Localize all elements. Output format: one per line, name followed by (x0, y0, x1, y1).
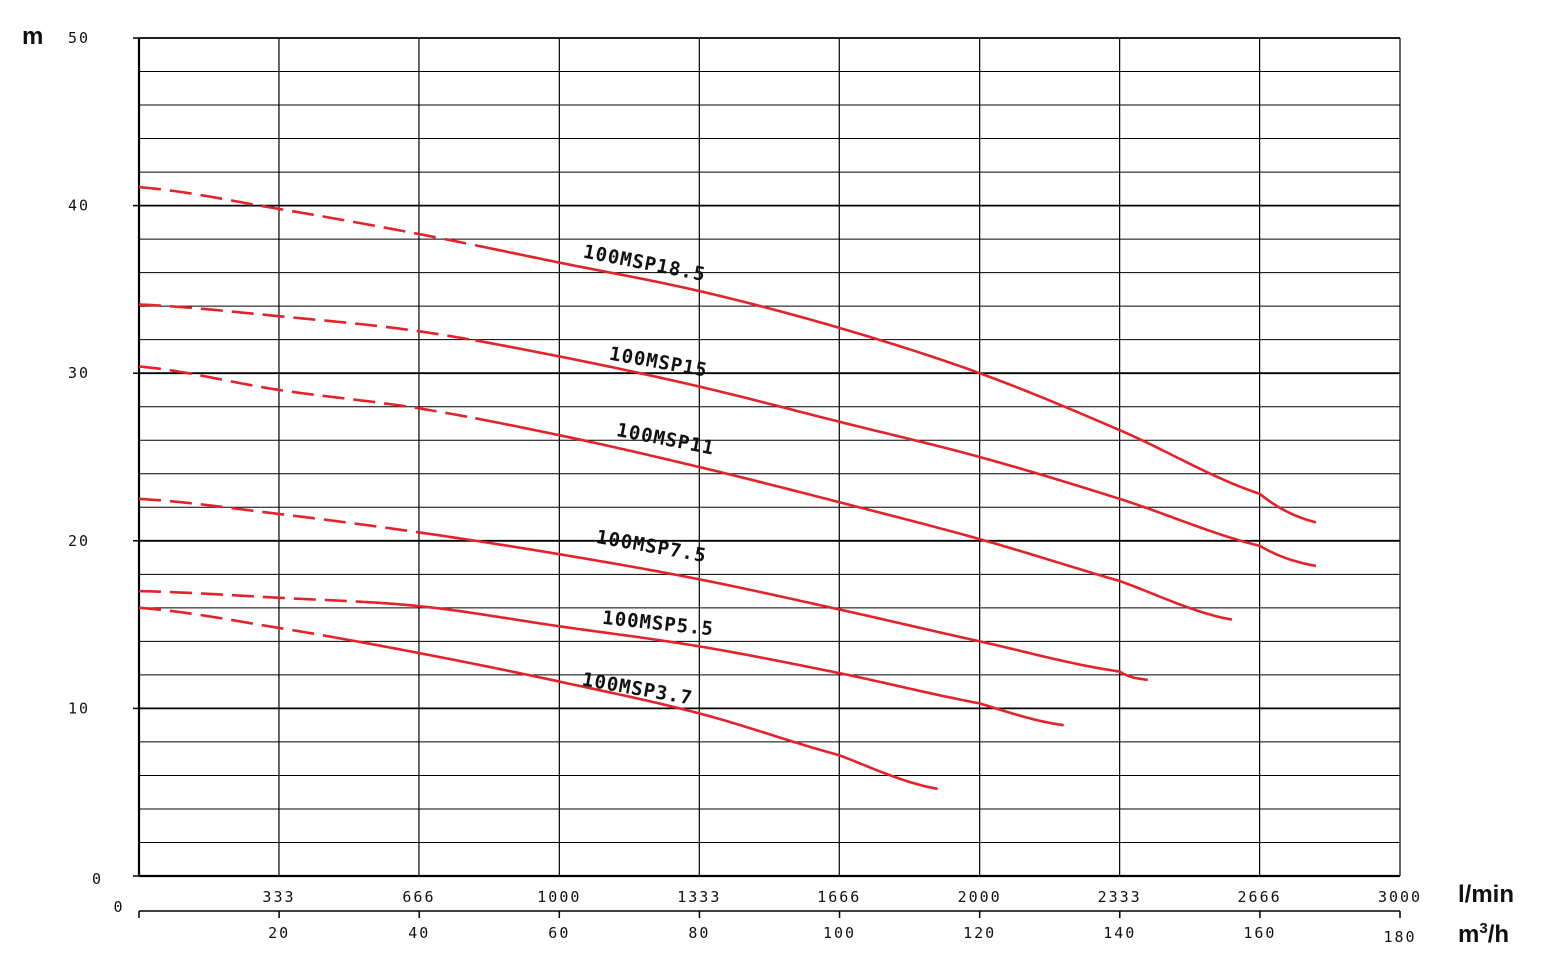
curve-label: 100MSP7.5 (594, 526, 708, 567)
x-tick-label-lmin: 1333 (677, 888, 721, 906)
x-tick-label-lmin: 2000 (958, 888, 1002, 906)
x-tick-label-lmin: 2666 (1238, 888, 1282, 906)
curve-solid-100msp7-5 (419, 531, 1148, 682)
x-tick-label-lmin: 1666 (817, 888, 861, 906)
curve-solid-100msp5-5 (363, 600, 1064, 727)
curve-dashed-100msp11 (138, 365, 476, 420)
axes: 0 10 20 30 40 50 0 20 40 60 80 100 120 140 160 180 333 66… (68, 29, 1422, 946)
y-tick-label: 0 (92, 870, 103, 888)
curve-solid-100msp15 (475, 339, 1317, 568)
x-axis-unit-lmin: l/min (1458, 881, 1514, 908)
curve-dashed-100msp3-7 (138, 606, 336, 639)
x-tick-label-m3h: 160 (1243, 924, 1276, 942)
x-tick-label-lmin: 333 (262, 888, 295, 906)
y-tick-label: 40 (68, 197, 90, 215)
y-tick-label: 30 (68, 364, 90, 382)
curve-solid-100msp18-5 (475, 243, 1317, 524)
curve-dashed-100msp7-5 (138, 497, 420, 534)
x-tick-label-m3h: 120 (963, 924, 996, 942)
x-tick-label-m3h: 80 (688, 924, 710, 942)
x-tick-label-lmin: 3000 (1378, 888, 1422, 906)
curve-dashed-100msp5-5 (138, 589, 364, 604)
x-tick-label-m3h: 100 (823, 924, 856, 942)
y-tick-label: 50 (68, 29, 90, 47)
x-tick-label-m3h: 40 (408, 924, 430, 942)
curve-dashed-100msp18-5 (138, 185, 476, 247)
curves (138, 185, 1317, 791)
x-tick-label-lmin: 666 (402, 888, 435, 906)
curve-solid-100msp11 (475, 417, 1233, 621)
y-tick-label: 20 (68, 532, 90, 550)
curve-dashed-100msp15 (138, 303, 476, 342)
curve-label: 100MSP15 (608, 343, 710, 382)
curve-label: 100MSP11 (615, 419, 717, 460)
y-tick-label: 10 (68, 699, 90, 717)
x-tick-label-m3h: 0 (113, 898, 124, 916)
x-tick-label-m3h: 140 (1103, 924, 1136, 942)
x-tick-label-m3h: 60 (548, 924, 570, 942)
x-axis-unit-m3h: m3/h (1458, 920, 1509, 948)
curve-solid-100msp3-7 (334, 636, 938, 791)
x-tick-label-m3h: 20 (268, 924, 290, 942)
x-tick-label-lmin: 2333 (1098, 888, 1142, 906)
grid (138, 37, 1401, 877)
x-tick-label-m3h: 180 (1383, 928, 1416, 946)
x-tick-label-lmin: 1000 (537, 888, 581, 906)
y-axis-unit: m (22, 23, 43, 50)
